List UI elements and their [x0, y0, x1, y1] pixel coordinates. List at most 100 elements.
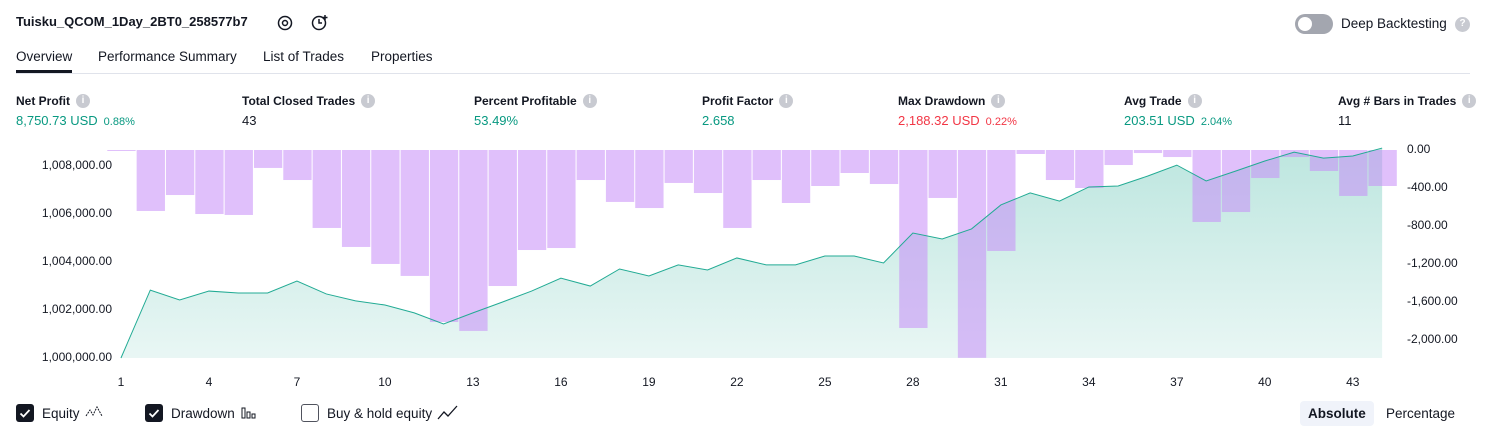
info-icon[interactable]: i: [779, 94, 794, 108]
metric-value-text: 8,750.73 USD: [16, 113, 98, 128]
drawdown-bar: [693, 150, 723, 194]
metric-label-text: Percent Profitable: [474, 94, 577, 108]
legend-icon: [241, 407, 256, 419]
info-icon[interactable]: i: [76, 94, 90, 108]
tab[interactable]: Overview: [16, 49, 73, 73]
drawdown-bar: [1075, 150, 1104, 188]
drawdown-bar: [224, 150, 253, 215]
info-icon[interactable]: i: [361, 94, 376, 108]
equity-line: [120, 147, 1383, 359]
y-tick-label: 1,004,000.00: [42, 254, 112, 268]
tab[interactable]: Performance Summary: [98, 49, 237, 64]
metric-label-text: Total Closed Trades: [242, 94, 356, 108]
tab[interactable]: List of Trades: [263, 49, 345, 64]
legend-icon: [85, 405, 102, 417]
metric-label: Total Closed Trades i: [242, 94, 376, 108]
metric-value: 2,188.32 USD 0.22%: [898, 113, 1017, 128]
x-tick-label: 13: [466, 375, 480, 389]
strategy-title: Tuisku_QCOM_1Day_2BT0_258577b7: [16, 14, 248, 29]
metric-value-text: 43: [242, 113, 257, 128]
x-tick-label: 22: [730, 375, 744, 389]
drawdown-bar: [400, 150, 429, 276]
y2-tick-label: -400.00: [1407, 180, 1448, 194]
x-tick-label: 1: [118, 375, 125, 389]
metric-value: 43: [242, 113, 256, 128]
drawdown-bar: [869, 150, 899, 185]
drawdown-bar: [664, 150, 693, 183]
metric-value-text: 203.51 USD: [1124, 113, 1195, 128]
metric-label: Percent Profitable i: [474, 94, 597, 108]
x-tick-label: 37: [1170, 375, 1184, 389]
y-tick-label: 1,006,000.00: [42, 206, 112, 220]
replay-icon[interactable]: [310, 13, 330, 33]
drawdown-bar: [1309, 150, 1339, 171]
y2-tick-label: -800.00: [1407, 218, 1448, 232]
mode-button[interactable]: Percentage: [1386, 406, 1456, 421]
checkbox[interactable]: [16, 404, 34, 422]
drawdown-bar: [165, 150, 195, 196]
metric-label-text: Net Profit: [16, 94, 70, 108]
drawdown-bar: [107, 150, 136, 151]
metric-label-text: Max Drawdown: [898, 94, 986, 108]
drawdown-bar: [1045, 150, 1075, 181]
drawdown-bar: [899, 150, 928, 328]
drawdown-bar: [312, 150, 341, 228]
metric-label: Avg Trade i: [1124, 94, 1202, 108]
metric-value: 2.658: [702, 113, 735, 128]
drawdown-bar: [253, 150, 283, 168]
help-icon[interactable]: ?: [1455, 17, 1470, 32]
legend-label[interactable]: Drawdown: [171, 406, 235, 421]
drawdown-bar: [781, 150, 811, 203]
legend-icon: [437, 405, 458, 420]
checkbox[interactable]: [145, 404, 163, 422]
drawdown-bar: [341, 150, 371, 247]
legend-label[interactable]: Equity: [42, 406, 80, 421]
drawdown-bar: [488, 150, 517, 287]
drawdown-bar: [811, 150, 840, 186]
x-tick-label: 34: [1082, 375, 1096, 389]
drawdown-bar: [1221, 150, 1251, 213]
deep-backtesting-toggle[interactable]: [1295, 14, 1333, 34]
drawdown-bar: [517, 150, 547, 251]
metric-value: 53.49%: [474, 113, 518, 128]
drawdown-bar: [1016, 150, 1045, 154]
drawdown-bar: [840, 150, 869, 173]
y-tick-label: 1,002,000.00: [42, 302, 112, 316]
tab[interactable]: Properties: [371, 49, 433, 64]
metric-value-text: 2,188.32 USD: [898, 113, 980, 128]
drawdown-bar: [136, 150, 165, 211]
drawdown-bar: [459, 150, 488, 331]
y2-tick-label: -1,200.00: [1407, 256, 1458, 270]
deep-backtesting-label: Deep Backtesting: [1341, 16, 1447, 31]
metric-label-text: Profit Factor: [702, 94, 774, 108]
y2-tick-label: -2,000.00: [1407, 332, 1458, 346]
x-tick-label: 16: [554, 375, 568, 389]
y2-tick-label: -1,600.00: [1407, 294, 1458, 308]
info-icon[interactable]: i: [582, 94, 597, 108]
mode-button[interactable]: Absolute: [1300, 401, 1374, 426]
x-tick-label: 19: [642, 375, 656, 389]
drawdown-bar: [752, 150, 781, 181]
metric-value-text: 2.658: [702, 113, 735, 128]
drawdown-bar: [1368, 150, 1397, 186]
metric-percent: 0.88%: [103, 116, 135, 128]
drawdown-bar: [1339, 150, 1368, 196]
drawdown-bar: [957, 150, 987, 358]
metric-label: Avg # Bars in Trades i: [1338, 94, 1477, 108]
info-icon[interactable]: i: [1187, 94, 1202, 108]
legend-label[interactable]: Buy & hold equity: [327, 406, 433, 421]
settings-icon[interactable]: [276, 14, 294, 32]
y2-tick-label: 0.00: [1407, 142, 1431, 156]
metric-value: 8,750.73 USD 0.88%: [16, 113, 135, 128]
drawdown-bar: [429, 150, 459, 323]
checkbox[interactable]: [301, 404, 319, 422]
y-tick-label: 1,008,000.00: [42, 158, 112, 172]
drawdown-bar: [1104, 150, 1133, 166]
x-tick-label: 40: [1258, 375, 1272, 389]
info-icon[interactable]: i: [991, 94, 1006, 108]
info-icon[interactable]: i: [1462, 94, 1477, 108]
metric-value: 11: [1338, 113, 1352, 128]
metric-percent: 0.22%: [985, 116, 1017, 128]
equity-area: [120, 148, 1383, 358]
